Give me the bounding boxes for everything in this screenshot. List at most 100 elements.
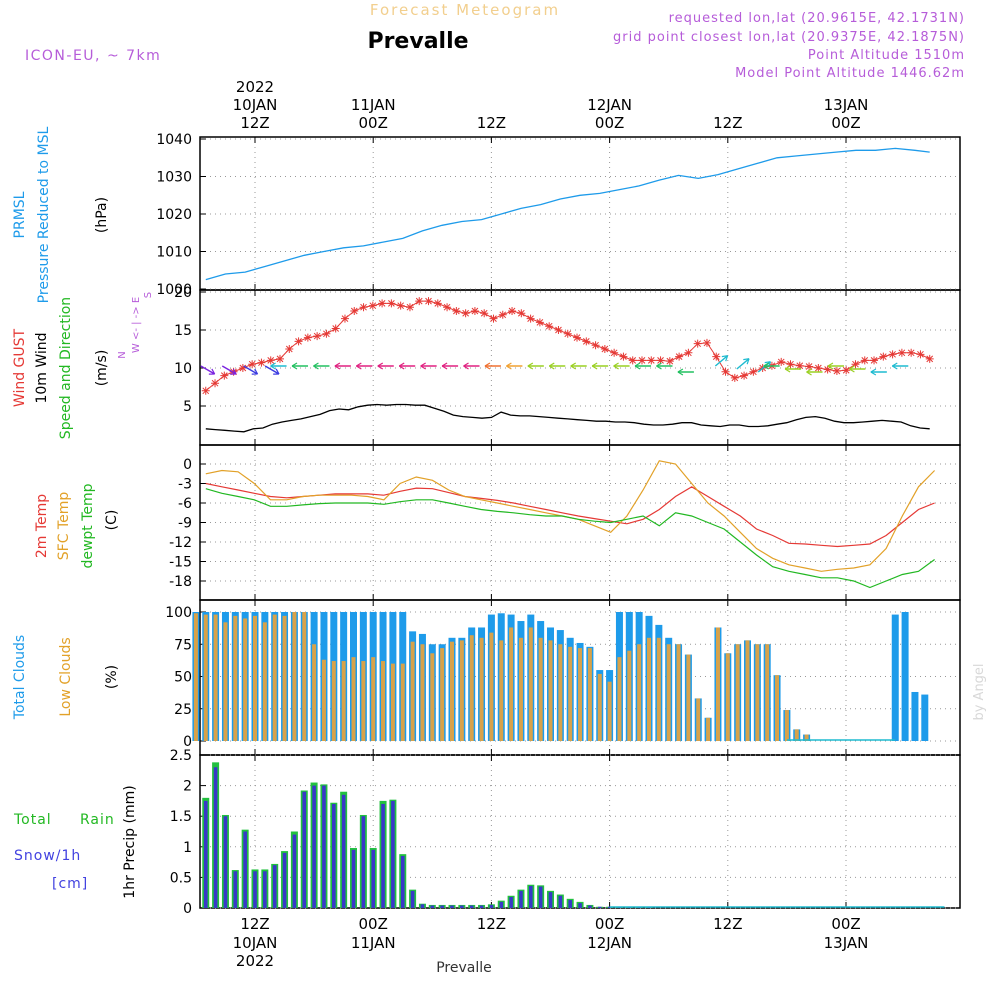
gust-marker (656, 356, 665, 365)
top-hour-label: 00Z (831, 114, 860, 132)
low-cloud-bar (262, 622, 267, 741)
y-tick-label: -15 (169, 555, 192, 571)
gust-marker (285, 345, 294, 353)
low-cloud-bar (223, 622, 228, 741)
wind-direction-arrow (264, 365, 280, 375)
gust-marker (266, 356, 275, 365)
gust-marker (331, 324, 340, 333)
gust-marker (582, 337, 591, 346)
gust-marker (823, 365, 832, 374)
low-cloud-bar (479, 637, 484, 741)
top-hour-label: 00Z (359, 114, 388, 132)
pressure-label-2: Pressure Reduced to MSL (36, 126, 52, 303)
gust-marker (452, 307, 461, 315)
pressure-label-1: PRMSL (12, 191, 28, 238)
gust-marker (368, 301, 377, 310)
low-cloud-bar (548, 640, 553, 741)
precip-unit: 1hr Precip (mm) (122, 785, 138, 898)
precip-snow-bar (213, 767, 218, 908)
precip-snow-bar (282, 852, 287, 908)
precip-snow-bar (243, 831, 247, 908)
wind-direction-arrow-head (230, 368, 237, 375)
low-cloud-bar (715, 627, 720, 741)
gust-marker (378, 299, 387, 308)
low-cloud-bar (233, 615, 238, 741)
gust-marker (795, 361, 804, 370)
wind-direction-arrow-head (677, 368, 684, 376)
precip-snow-bar (351, 849, 356, 908)
y-tick-label: 1000 (156, 282, 192, 298)
footer-station: Prevalle (436, 960, 492, 976)
wind-direction-arrow (714, 355, 729, 367)
y-tick-label: -3 (178, 477, 192, 493)
temp-label-2m: 2m Temp (34, 494, 50, 558)
top-hour-label: 12Z (477, 114, 506, 132)
precip-snow-bar (341, 794, 346, 908)
wind-direction-arrow-head (721, 355, 729, 362)
gust-marker (888, 350, 897, 359)
compass-north: N (117, 351, 128, 358)
gust-marker (535, 318, 544, 327)
low-cloud-bar (321, 659, 326, 741)
y-tick-label: 2 (183, 779, 192, 795)
gust-marker (313, 332, 322, 341)
low-cloud-bar (755, 644, 760, 741)
wind-direction-arrow-head (591, 362, 598, 370)
wind-direction-arrow-head (827, 362, 834, 370)
precip-snow-bar (430, 905, 435, 908)
compass-south: S (143, 292, 154, 298)
precip-snow-bar (489, 904, 494, 908)
wind-direction-arrow-head (441, 362, 448, 370)
low-cloud-bar (331, 661, 336, 741)
wind-label-direction: Speed and Direction (58, 297, 74, 439)
gust-marker (879, 352, 888, 361)
y-tick-label: 1 (183, 840, 192, 856)
y-tick-label: -9 (178, 516, 192, 532)
gust-marker (340, 314, 349, 323)
temp-sfc-line (205, 460, 936, 572)
wind-direction-arrow-head (806, 368, 812, 376)
precip-snow-bar (529, 885, 533, 908)
bottom-date-label: 13JAN (824, 934, 869, 952)
wind-direction-arrow-head (313, 362, 319, 370)
gust-marker (563, 329, 572, 338)
bottom-year: 2022 (236, 952, 274, 970)
temp-label-dewpt: dewpt Temp (80, 483, 96, 568)
wind-direction-arrow-head (656, 362, 662, 370)
precip-snow-bar (499, 901, 504, 908)
gust-marker (276, 354, 285, 363)
low-cloud-bar (656, 637, 661, 741)
wind-direction-arrow-head (784, 365, 791, 373)
low-cloud-bar (381, 661, 386, 741)
y-tick-label: 50 (174, 670, 192, 686)
top-hour-label: 12Z (240, 114, 269, 132)
pressure-line (205, 147, 930, 281)
top-date-label: 12JAN (587, 96, 632, 114)
chart-marks (192, 147, 945, 908)
gust-marker (405, 303, 414, 312)
precip-snow-bar (203, 800, 208, 908)
precip-snow-bar (263, 871, 267, 908)
gust-marker (211, 379, 220, 388)
gust-marker (591, 341, 600, 350)
gust-marker (897, 348, 906, 357)
low-cloud-bar (459, 640, 464, 741)
y-tick-label: -18 (169, 574, 192, 590)
point-altitude: Point Altitude 1510m (808, 48, 965, 63)
gust-marker (832, 367, 841, 376)
wind-direction-arrow-head (291, 362, 298, 370)
temp-label-sfc: SFC Temp (56, 492, 72, 561)
y-tick-label: -12 (169, 535, 192, 551)
top-year: 2022 (236, 78, 274, 96)
pressure-labels: PRMSL Pressure Reduced to MSL (hPa) (12, 126, 110, 303)
gust-marker (749, 367, 758, 376)
total-cloud-bar (911, 691, 919, 741)
low-cloud-bar (499, 640, 504, 741)
wind-direction-arrow-head (506, 362, 512, 370)
low-cloud-bar (725, 653, 730, 741)
model-altitude: Model Point Altitude 1446.62m (735, 66, 965, 81)
gust-marker (526, 314, 535, 323)
precip-snow-bar (253, 871, 257, 908)
y-tick-label: 2.5 (170, 748, 192, 764)
precip-snow-bar (361, 816, 366, 908)
